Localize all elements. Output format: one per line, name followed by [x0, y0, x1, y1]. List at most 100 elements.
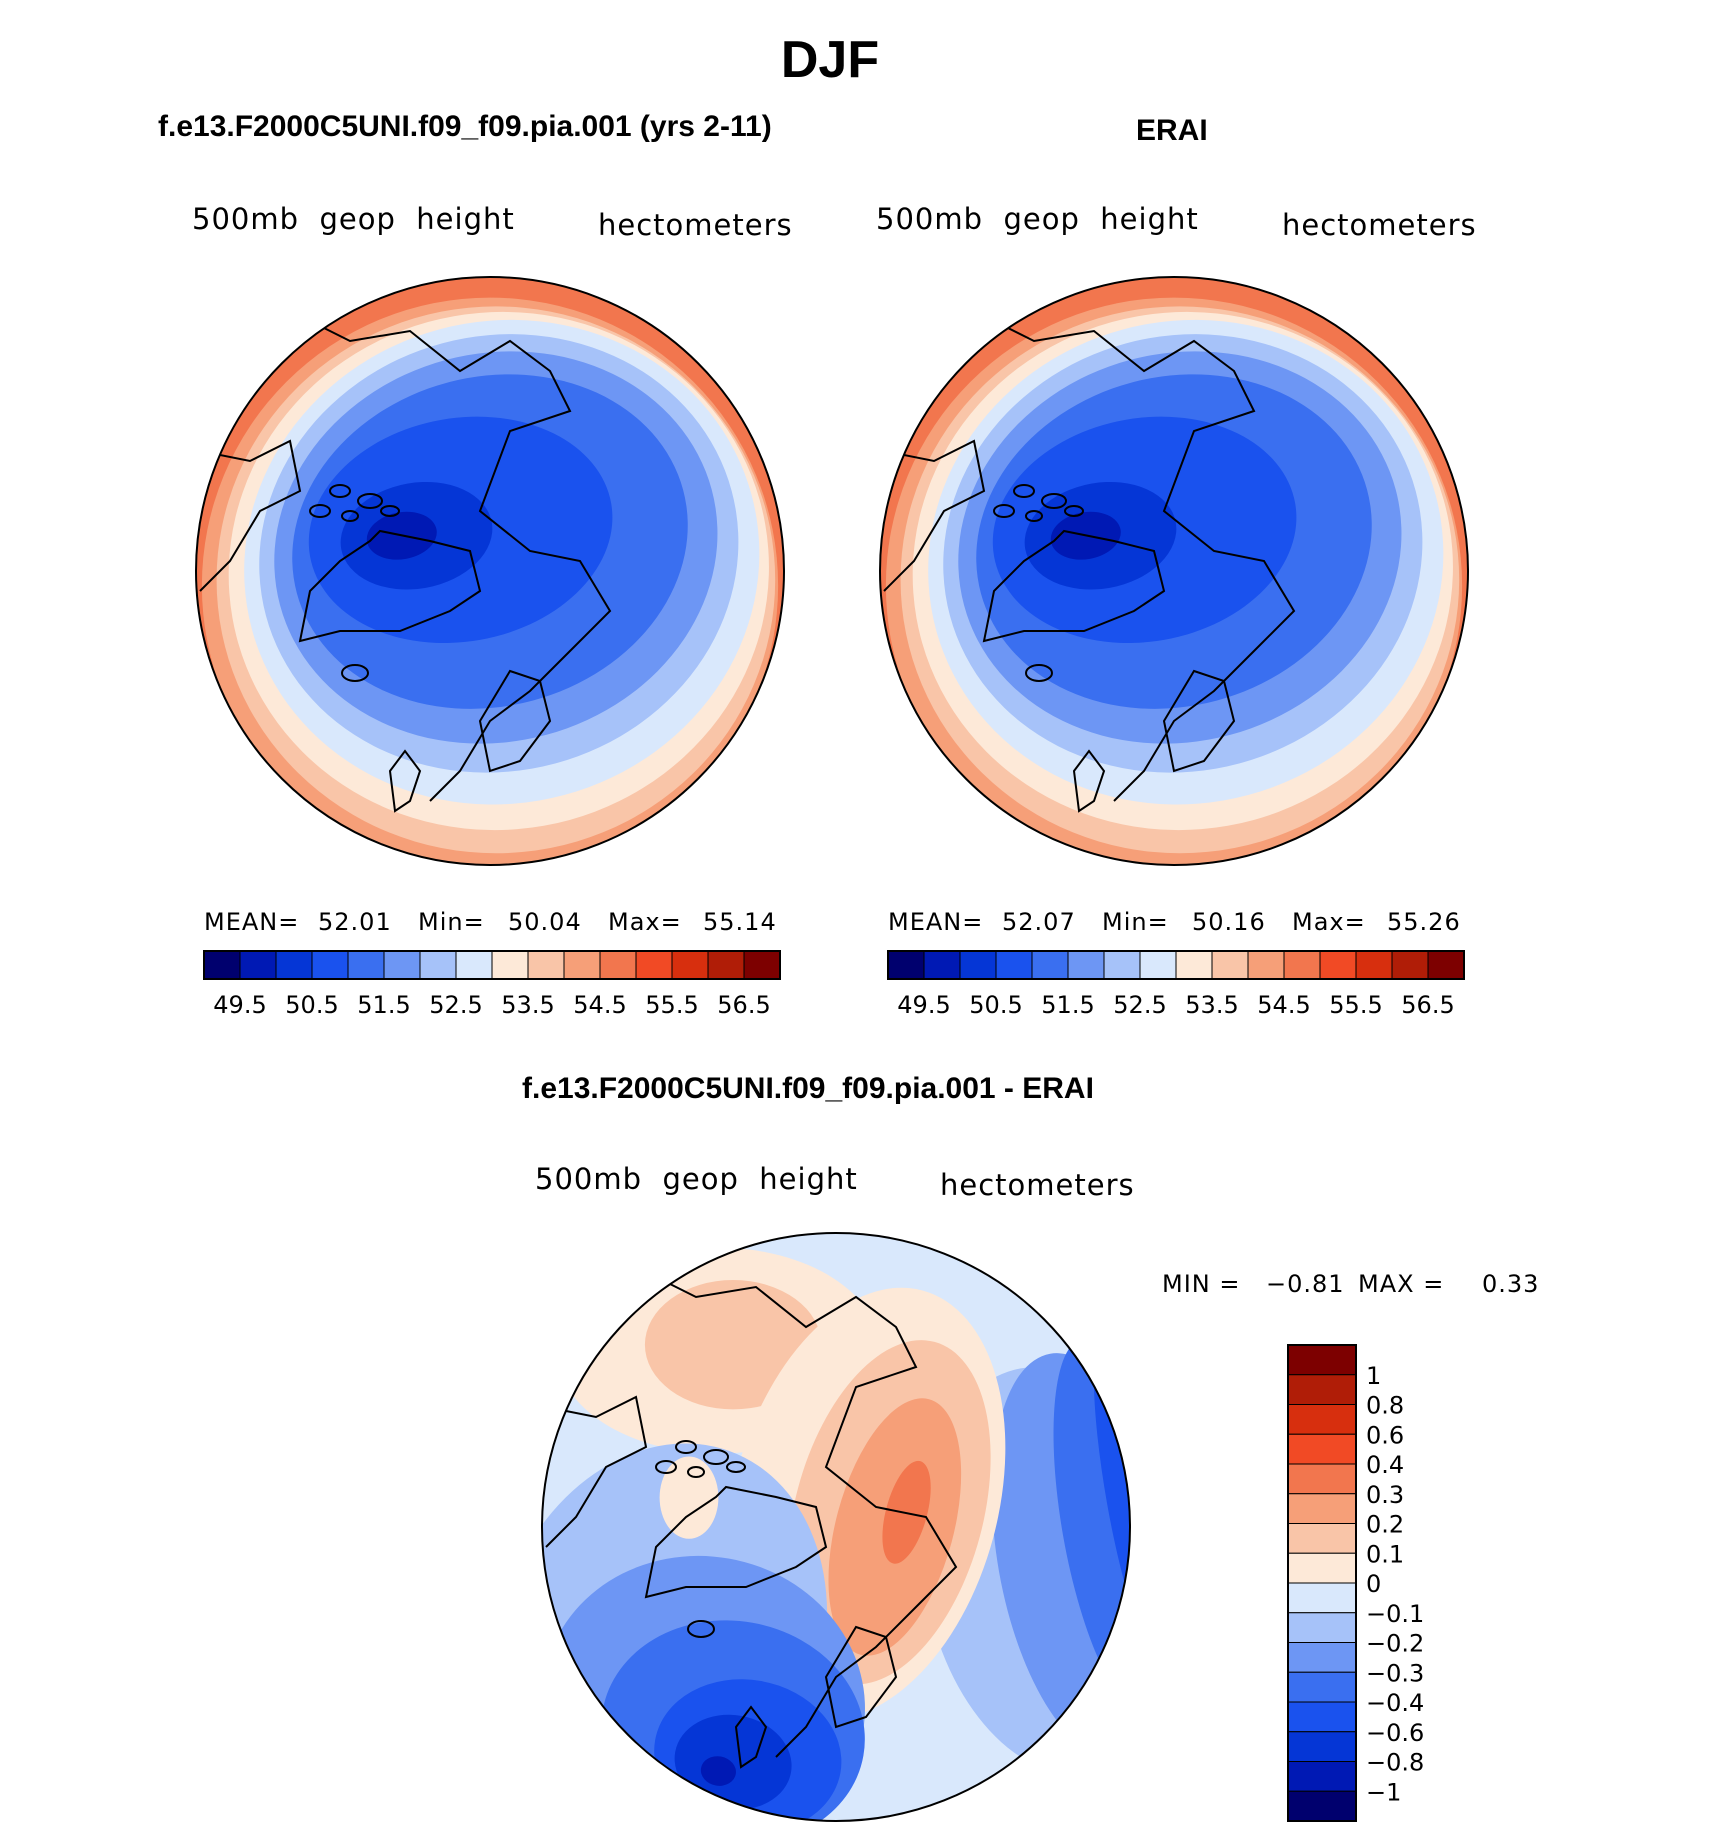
diff-colorbar-swatch-7 [1287, 1552, 1357, 1584]
obs-min-label: Min= [1102, 908, 1169, 936]
obs-variable-label: 500mb geop height [876, 202, 1199, 236]
model-colorbar-swatch-9 [527, 950, 565, 980]
obs-panel-title: ERAI [1136, 114, 1208, 147]
british-isles-coastline [734, 1705, 768, 1769]
model-colorbar-swatch-8 [491, 950, 529, 980]
model-colorbar-tick-label: 49.5 [213, 991, 266, 1019]
diff-colorbar-swatch-0 [1287, 1344, 1357, 1376]
model-colorbar-tick-label: 55.5 [645, 991, 698, 1019]
obs-max-label: Max= [1292, 908, 1366, 936]
diff-colorbar-tick-label: 0.3 [1366, 1481, 1404, 1509]
diff-colorbar: 10.80.60.40.30.20.10−0.1−0.2−0.3−0.4−0.6… [1287, 1344, 1424, 1822]
diff-colorbar-swatch-2 [1287, 1404, 1357, 1435]
model-colorbar-swatch-12 [635, 950, 673, 980]
arctic-island-coastline-1 [1041, 493, 1067, 509]
model-colorbar-tick-label: 51.5 [357, 991, 410, 1019]
diff-colorbar-frame [1287, 1344, 1357, 1822]
model-colorbar-swatch-15 [743, 950, 781, 980]
diff-colorbar-tick-label: 0.4 [1366, 1451, 1404, 1479]
diff-colorbar-tick-label: −0.8 [1366, 1749, 1424, 1777]
obs-colorbar-swatch-11 [1283, 950, 1321, 980]
model-colorbar-swatch-1 [239, 950, 277, 980]
scandinavia-coastline [1162, 669, 1236, 773]
model-colorbar-swatch-13 [671, 950, 709, 980]
obs-max-value: 55.26 [1387, 908, 1461, 936]
arctic-island-coastline-4 [309, 504, 331, 518]
greenland-coastline [644, 1485, 828, 1599]
diff-colorbar-swatch-8 [1287, 1582, 1357, 1614]
obs-polar-map [879, 276, 1469, 866]
british-isles-coastline [388, 749, 422, 813]
model-colorbar-swatch-7 [455, 950, 493, 980]
model-colorbar-swatch-6 [419, 950, 457, 980]
obs-mean-label: MEAN= [888, 908, 984, 936]
north-america-coastline [545, 1395, 648, 1548]
obs-colorbar-swatch-7 [1139, 950, 1177, 980]
obs-units-label: hectometers [1282, 208, 1477, 242]
arctic-island-coastline-4 [993, 504, 1015, 518]
model-colorbar-swatch-11 [599, 950, 637, 980]
diff-colorbar-swatch-14 [1287, 1761, 1357, 1792]
diff-max-value: 0.33 [1482, 1270, 1540, 1298]
obs-colorbar-swatch-5 [1067, 950, 1105, 980]
diff-colorbar-tick-label: −0.1 [1366, 1600, 1424, 1628]
diff-panel-title: f.e13.F2000C5UNI.f09_f09.pia.001 - ERAI [522, 1072, 1094, 1105]
obs-colorbar: 49.5 50.5 51.5 52.5 53.5 54.5 55.5 56.5 [887, 950, 1465, 1019]
arctic-island-coastline-1 [703, 1449, 729, 1465]
obs-colorbar-tick-label: 55.5 [1329, 991, 1382, 1019]
figure-title: DJF [780, 31, 880, 89]
arctic-island-coastline-3 [341, 510, 359, 522]
north-america-coastline [883, 439, 986, 592]
model-colorbar-tick-label: 52.5 [429, 991, 482, 1019]
diff-colorbar-tick-label: 0.6 [1366, 1421, 1404, 1449]
model-colorbar-swatch-4 [347, 950, 385, 980]
model-colorbar-swatch-2 [275, 950, 313, 980]
model-min-label: Min= [418, 908, 485, 936]
obs-colorbar-swatch-1 [923, 950, 961, 980]
obs-colorbar-tick-label: 54.5 [1257, 991, 1310, 1019]
diff-min-label: MIN = [1162, 1270, 1241, 1298]
diff-colorbar-tick-label: 0.1 [1366, 1540, 1404, 1568]
model-colorbar-swatch-14 [707, 950, 745, 980]
diff-colorbar-swatch-9 [1287, 1612, 1357, 1643]
arctic-island-coastline-3 [1025, 510, 1043, 522]
greenland-coastline [982, 529, 1166, 643]
arctic-island-coastline-1 [357, 493, 383, 509]
obs-colorbar-swatch-10 [1247, 950, 1285, 980]
obs-colorbar-swatch-12 [1319, 950, 1357, 980]
diff-colorbar-tick-label: 0.2 [1366, 1511, 1404, 1539]
diff-min-value: −0.81 [1266, 1270, 1345, 1298]
iceland-coastline [687, 1620, 715, 1638]
diff-colorbar-tick-label: 1 [1366, 1362, 1381, 1390]
model-colorbar-swatch-10 [563, 950, 601, 980]
obs-colorbar-swatch-8 [1175, 950, 1213, 980]
diff-map-border [541, 1232, 1131, 1822]
eurasia-coastline [993, 320, 1296, 802]
obs-colorbar-swatch-0 [887, 950, 925, 980]
diff-colorbar-tick-label: −0.2 [1366, 1630, 1424, 1658]
model-panel-title: f.e13.F2000C5UNI.f09_f09.pia.001 (yrs 2-… [158, 110, 772, 143]
obs-colorbar-swatch-13 [1355, 950, 1393, 980]
obs-colorbar-swatch-14 [1391, 950, 1429, 980]
arctic-island-coastline-0 [1013, 484, 1035, 498]
model-colorbar-tick-label: 54.5 [573, 991, 626, 1019]
diff-colorbar-tick-label: −1 [1366, 1778, 1401, 1806]
diff-colorbar-swatch-1 [1287, 1374, 1357, 1405]
diff-colorbar-swatch-11 [1287, 1671, 1357, 1703]
diff-colorbar-swatch-13 [1287, 1731, 1357, 1762]
arctic-island-coastline-0 [329, 484, 351, 498]
obs-colorbar-tick-label: 49.5 [897, 991, 950, 1019]
model-polar-map [195, 276, 785, 866]
arctic-island-coastline-3 [687, 1466, 705, 1478]
diff-variable-label: 500mb geop height [535, 1162, 858, 1196]
obs-colorbar-swatch-3 [995, 950, 1033, 980]
diff-colorbar-tick-label: 0.8 [1366, 1392, 1404, 1420]
model-colorbar-frame [203, 950, 781, 980]
obs-colorbar-tick-label: 50.5 [969, 991, 1022, 1019]
diff-colorbar-swatch-15 [1287, 1790, 1357, 1822]
obs-colorbar-swatch-2 [959, 950, 997, 980]
obs-colorbar-tick-label: 52.5 [1113, 991, 1166, 1019]
obs-colorbar-frame [887, 950, 1465, 980]
model-colorbar-tick-label: 50.5 [285, 991, 338, 1019]
